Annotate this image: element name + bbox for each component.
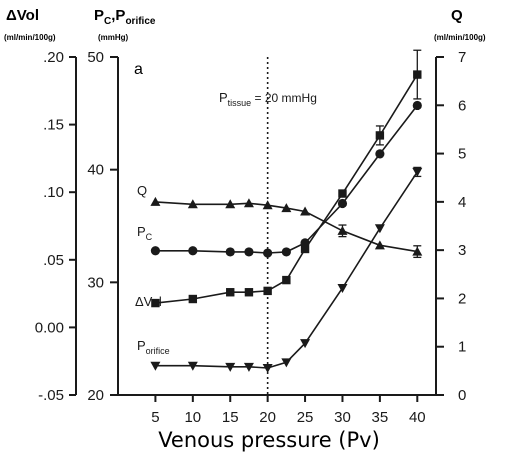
data-point xyxy=(412,246,423,256)
pressure-tick-label: 30 xyxy=(87,274,104,291)
dvol-tick-label: .15 xyxy=(43,117,64,134)
q-tick-label: 7 xyxy=(458,49,466,66)
dvol-tick-label: 0.00 xyxy=(35,319,64,336)
x-tick-label: 10 xyxy=(184,409,201,426)
data-point xyxy=(338,189,347,198)
data-point xyxy=(225,247,235,257)
series-label: PC xyxy=(137,224,153,242)
x-tick-label: 20 xyxy=(259,409,276,426)
q-tick-label: 1 xyxy=(458,339,466,356)
data-point xyxy=(225,362,236,372)
q-tick-label: 6 xyxy=(458,97,466,114)
series-line xyxy=(155,171,418,369)
pressure-axis-unit: (mmHg) xyxy=(98,33,129,42)
data-point xyxy=(337,283,348,293)
data-point xyxy=(375,131,385,140)
dvol-tick-label: .10 xyxy=(43,184,64,201)
x-axis-title: Venous pressure (Pv) xyxy=(158,428,380,452)
data-point xyxy=(188,246,198,256)
dvol-tick-label: .20 xyxy=(43,49,64,66)
x-tick-label: 40 xyxy=(409,409,426,426)
data-point xyxy=(263,286,272,296)
data-point xyxy=(300,206,311,216)
series-0: Q xyxy=(137,183,423,259)
x-tick-label: 30 xyxy=(334,409,351,426)
data-point xyxy=(243,362,254,372)
pressure-tick-label: 20 xyxy=(87,387,104,404)
data-point xyxy=(225,199,236,209)
data-point xyxy=(150,361,161,371)
pressure-tick-label: 50 xyxy=(87,49,104,66)
dvol-tick-label: -.05 xyxy=(38,387,64,404)
x-tick-label: 5 xyxy=(151,409,159,426)
q-axis-unit: (ml/min/100g) xyxy=(434,33,486,42)
annotation-label: Ptissue = 20 mmHg xyxy=(219,90,317,108)
data-point xyxy=(187,199,198,209)
data-point xyxy=(282,275,291,285)
series-2: ΔVol xyxy=(135,49,422,309)
q-tick-label: 5 xyxy=(458,146,466,163)
data-point xyxy=(300,244,310,254)
data-point xyxy=(413,70,422,79)
series: Q PC ΔVol Porifice xyxy=(135,49,423,373)
pressure-axis-title: PC,Porifice xyxy=(94,7,156,27)
annotation: Ptissue = 20 mmHg xyxy=(219,57,317,395)
data-point xyxy=(281,203,292,213)
q-tick-label: 3 xyxy=(458,242,466,259)
data-point xyxy=(187,361,198,371)
data-point xyxy=(244,288,254,297)
data-point xyxy=(374,224,385,234)
series-label: ΔVol xyxy=(135,294,162,309)
data-point xyxy=(243,198,254,208)
dvol-tick-label: .05 xyxy=(43,252,64,269)
data-point xyxy=(262,363,273,373)
data-point xyxy=(244,247,254,257)
data-point xyxy=(262,200,273,210)
x-tick-label: 35 xyxy=(372,409,389,426)
x-tick-label: 15 xyxy=(222,409,239,426)
data-point xyxy=(150,196,161,206)
data-point xyxy=(412,100,422,111)
series-line xyxy=(155,201,418,253)
panel-label: a xyxy=(134,61,143,78)
data-point xyxy=(151,298,160,308)
data-point xyxy=(281,358,292,368)
dvol-axis-unit: (ml/min/100g) xyxy=(4,33,56,42)
pressure-tick-label: 40 xyxy=(87,162,104,179)
dvol-axis-header: ΔVol (ml/min/100g) xyxy=(4,7,56,42)
data-point xyxy=(226,288,235,297)
series-label: Porifice xyxy=(137,338,170,356)
data-point xyxy=(188,294,198,304)
q-tick-label: 0 xyxy=(458,387,466,404)
series-1: PC xyxy=(137,100,422,258)
dvol-axis-title: ΔVol xyxy=(6,7,39,24)
x-tick-label: 25 xyxy=(297,409,314,426)
data-point xyxy=(263,248,273,258)
series-line xyxy=(155,74,418,304)
q-tick-label: 2 xyxy=(458,290,466,307)
data-point xyxy=(337,198,348,209)
q-axis-header: Q (ml/min/100g) xyxy=(434,7,486,42)
data-point xyxy=(374,240,385,250)
data-point xyxy=(375,149,385,159)
data-point xyxy=(412,167,423,177)
data-point xyxy=(150,246,161,256)
data-point xyxy=(300,339,311,349)
series-label: Q xyxy=(137,183,147,198)
series-line xyxy=(155,104,418,254)
pressure-axis-header: PC,Porifice (mmHg) xyxy=(94,7,156,42)
data-point xyxy=(337,225,348,235)
q-tick-label: 4 xyxy=(458,194,466,211)
q-axis-title: Q xyxy=(451,7,463,24)
series-3: Porifice xyxy=(137,166,423,373)
data-point xyxy=(281,247,291,257)
